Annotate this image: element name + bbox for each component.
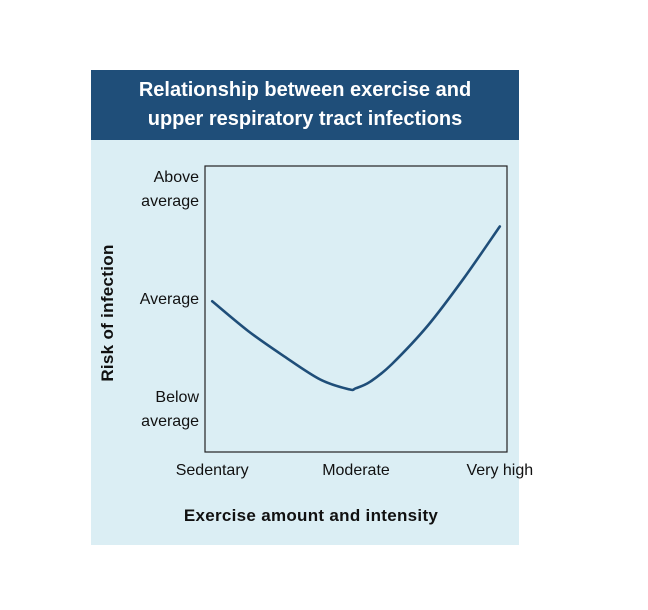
y-tick-label: Average: [140, 291, 199, 308]
x-tick-label: Very high: [466, 462, 533, 479]
series-line: [210, 225, 502, 392]
chart-panel: Relationship between exercise and upper …: [91, 70, 519, 545]
y-tick-label: Above: [154, 169, 199, 186]
plot-frame: [204, 165, 508, 453]
y-tick-label: average: [141, 413, 199, 430]
x-axis-title: Exercise amount and intensity: [184, 506, 439, 525]
plot-area: [204, 165, 508, 453]
y-tick-label: average: [141, 193, 199, 210]
y-axis-title: Risk of infection: [98, 244, 117, 381]
y-tick-labels: Above average Average Below average: [140, 169, 200, 430]
chart-title-bar: Relationship between exercise and upper …: [91, 70, 519, 140]
x-tick-label: Sedentary: [176, 462, 249, 479]
x-tick-label: Moderate: [322, 462, 390, 479]
y-tick-label: Below: [155, 389, 199, 406]
x-tick-labels: Sedentary Moderate Very high: [176, 462, 533, 479]
chart-title: Relationship between exercise and upper …: [138, 79, 472, 130]
